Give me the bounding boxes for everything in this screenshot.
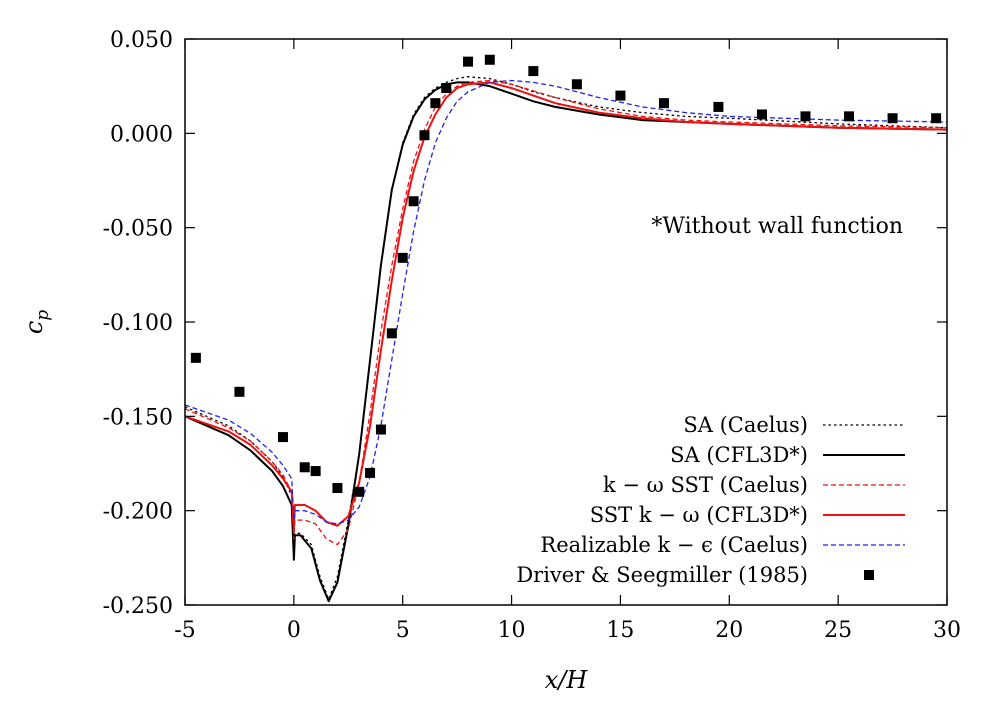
x-tick-label: 25 [824,618,852,643]
x-axis-label: x/H [545,666,589,694]
legend-label-driver-seegmiller-1985: Driver & Seegmiller (1985) [516,563,808,587]
data-point [354,486,365,497]
data-point [234,386,245,397]
series-layer [184,76,948,603]
ticks-layer: -5 0 5 10 15 20 25 30 -0.250 -0.200 -0.150 -0.100 -0… [103,28,961,643]
series-line-sst-k-cfl3d [184,81,948,531]
legend-label-realizable-k-caelus: Realizable k − ϵ (Caelus) [540,533,808,557]
markers-layer [190,54,942,497]
data-point [386,328,397,339]
annotation-text: *Without wall function [651,214,903,239]
data-point [397,252,408,263]
data-point [441,83,452,94]
data-point [332,483,343,494]
data-point [375,424,386,435]
data-point [310,466,321,477]
data-point [528,66,539,77]
data-point [190,352,201,363]
legend-label-sst-k-cfl3d: SST k − ω (CFL3D*) [590,503,808,527]
x-tick-label: 5 [396,618,410,643]
data-point [463,56,474,67]
data-point [658,98,669,109]
series-line-sa-caelus [184,76,948,600]
data-point [299,462,310,473]
y-tick-label: -0.200 [103,500,173,525]
y-tick-label: 0.000 [110,122,173,147]
data-point [800,111,811,122]
data-point [615,90,626,101]
data-point [365,467,376,478]
x-tick-label: 20 [715,618,743,643]
legend-label-sa-caelus: SA (Caelus) [683,413,808,437]
data-point [408,196,419,207]
data-point [277,432,288,443]
y-tick-label: -0.250 [103,594,173,619]
y-axis-label: cp [20,310,53,334]
legend-label-sa-cfl3d: SA (CFL3D*) [670,443,808,467]
legend-label-k-sst-caelus: k − ω SST (Caelus) [603,473,808,497]
x-tick-label: 0 [287,618,301,643]
series-line-sa-cfl3d [184,81,948,603]
y-tick-label: -0.050 [103,217,173,242]
y-tick-label: 0.050 [110,28,173,53]
data-point [844,111,855,122]
x-tick-label: 30 [933,618,961,643]
x-tick-label: 15 [606,618,634,643]
series-line-k-sst-caelus [184,79,948,546]
data-point [756,109,767,120]
data-point [931,113,942,124]
series-line-realizable-k-caelus [184,79,948,525]
legend-swatch-driver-seegmiller-1985 [864,570,874,580]
y-tick-label: -0.100 [103,311,173,336]
data-point [887,113,898,124]
data-point [484,54,495,65]
data-point [430,98,441,109]
data-point [713,101,724,112]
y-tick-label: -0.150 [103,405,173,430]
data-point [419,130,430,141]
data-point [571,79,582,90]
x-tick-label: 10 [498,618,526,643]
x-tick-label: -5 [174,618,195,643]
legend: SA (Caelus) SA (CFL3D*) k − ω SST (Caelus)… [516,413,905,587]
